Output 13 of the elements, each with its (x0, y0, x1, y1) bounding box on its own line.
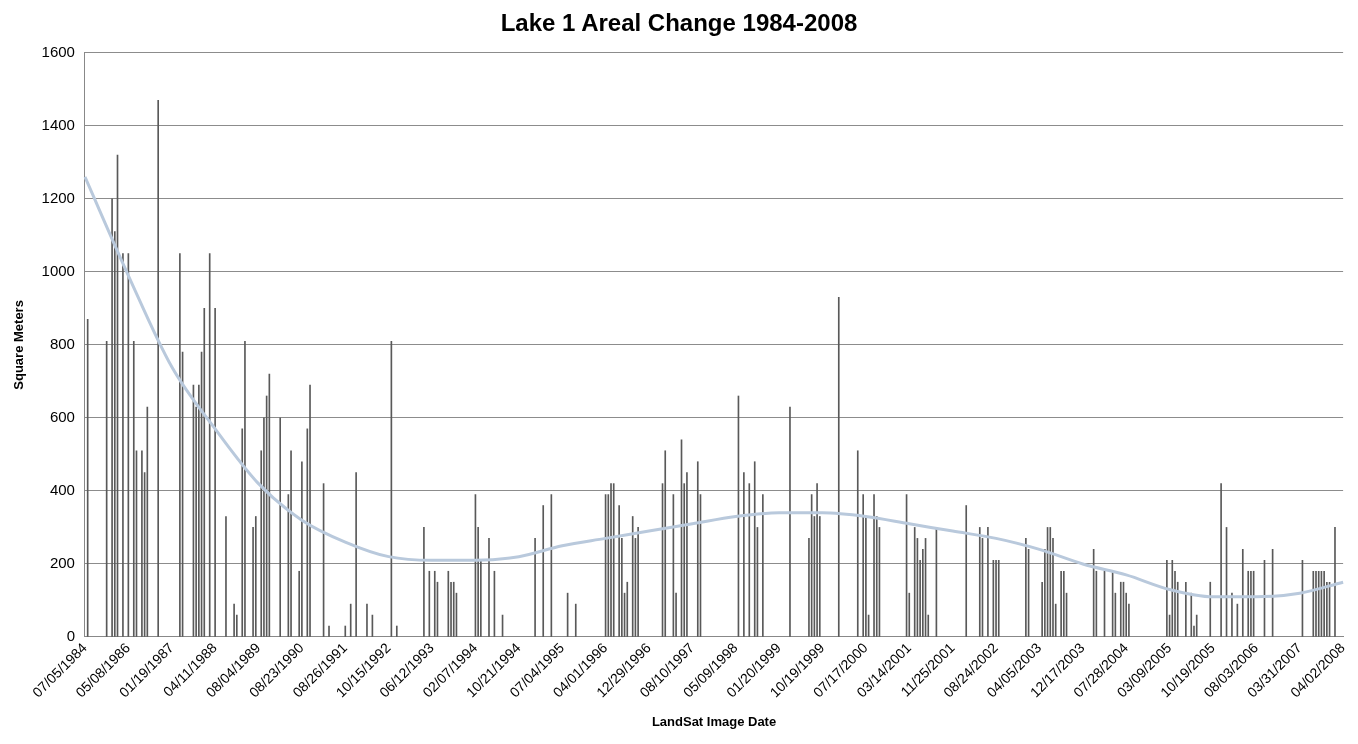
y-tick-label: 400 (49, 481, 75, 499)
chart-title: Lake 1 Areal Change 1984-2008 (500, 9, 858, 37)
y-tick-label: 1000 (41, 262, 75, 280)
y-axis-title: Square Meters (11, 300, 27, 390)
y-tick-label: 800 (49, 335, 75, 353)
y-tick-label: 0 (66, 627, 75, 645)
y-tick-label: 1200 (41, 188, 75, 206)
y-tick-label: 1400 (41, 115, 75, 133)
y-tick-label: 1600 (41, 42, 75, 60)
x-axis-title: LandSat Image Date (651, 713, 777, 729)
y-tick-label: 200 (49, 554, 75, 572)
line-series (83, 175, 1345, 599)
y-tick-label: 600 (49, 408, 75, 426)
